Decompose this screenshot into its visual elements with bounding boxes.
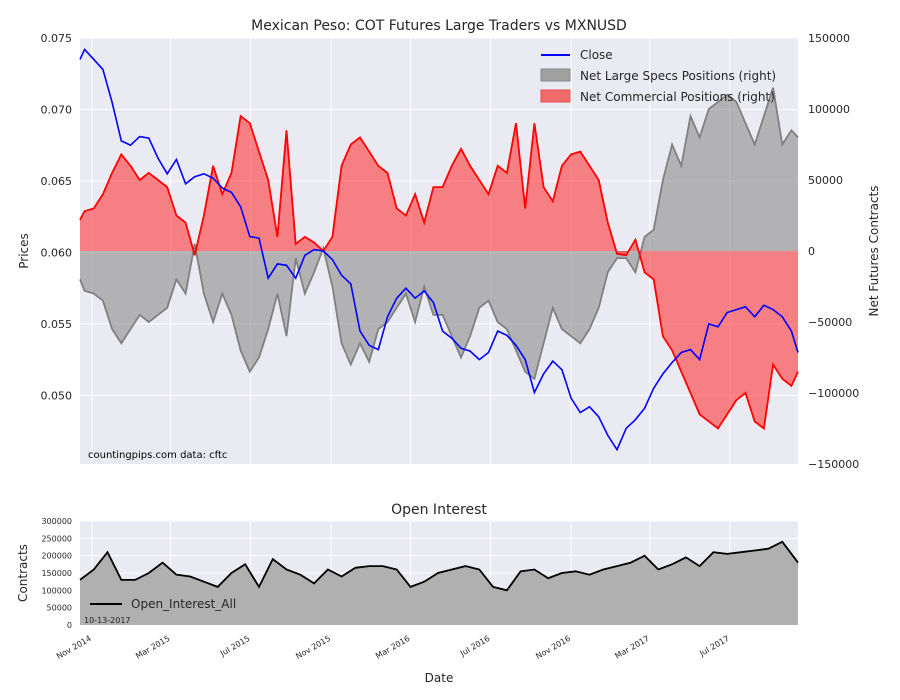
open-interest-area <box>80 541 798 625</box>
x-tick-label: Mar 2017 <box>613 634 650 661</box>
oi-y-tick-label: 0 <box>67 621 72 630</box>
main-y2-tick-label: 50000 <box>808 174 843 187</box>
oi-y-axis-label: Contracts <box>16 544 30 602</box>
net-large-specs-area <box>80 87 798 379</box>
legend-specs-label: Net Large Specs Positions (right) <box>580 69 776 83</box>
main-y2-ticks: −150000 −100000 −50000 0 50000 100000 150000 <box>808 32 859 471</box>
x-tick-label: Nov 2015 <box>294 634 332 661</box>
main-y-tick-label: 0.060 <box>41 246 73 259</box>
oi-area <box>79 540 799 625</box>
close-price-line <box>79 47 799 452</box>
legend-open-interest-label: Open_Interest_All <box>131 597 236 611</box>
legend-specs-swatch <box>540 68 571 82</box>
x-tick-label: Nov 2016 <box>534 634 572 661</box>
main-y2-axis-label: Net Futures Contracts <box>867 185 881 316</box>
source-credit: countingpips.com data: cftc <box>88 450 227 461</box>
x-axis-label: Date <box>425 671 454 685</box>
oi-y-tick-label: 100000 <box>41 586 72 595</box>
oi-y-tick-label: 300000 <box>41 517 72 526</box>
main-y-tick-label: 0.055 <box>41 318 73 331</box>
oi-x-ticks: Nov 2014 Mar 2015 Jul 2015 Nov 2015 Mar 2016… <box>55 634 731 661</box>
oi-y-tick-label: 150000 <box>41 569 72 578</box>
oi-date-annotation: 10-13-2017 <box>84 616 131 625</box>
legend-commercial-label: Net Commercial Positions (right) <box>580 90 775 104</box>
main-y-tick-label: 0.050 <box>41 389 73 402</box>
main-y-tick-label: 0.070 <box>41 103 73 116</box>
x-tick-label: Nov 2014 <box>55 634 93 661</box>
main-y2-tick-label: 150000 <box>808 32 850 45</box>
oi-y-tick-label: 50000 <box>47 604 72 613</box>
oi-legend: Open_Interest_All <box>90 597 236 611</box>
x-tick-label: Jul 2017 <box>697 634 731 659</box>
x-tick-label: Mar 2015 <box>134 634 171 661</box>
main-y2-tick-label: −50000 <box>808 316 852 329</box>
main-y-tick-label: 0.075 <box>41 32 73 45</box>
main-y2-tick-label: −150000 <box>808 458 859 471</box>
oi-y-tick-label: 200000 <box>41 552 72 561</box>
main-chart-title: Mexican Peso: COT Futures Large Traders … <box>251 18 627 34</box>
net-commercial-line <box>79 114 799 431</box>
oi-chart-title: Open Interest <box>391 502 487 518</box>
oi-y-tick-label: 250000 <box>41 534 72 543</box>
main-y-ticks: 0.050 0.055 0.060 0.065 0.070 0.075 <box>41 32 73 402</box>
main-y2-tick-label: −100000 <box>808 387 859 400</box>
x-tick-label: Mar 2016 <box>374 634 411 661</box>
main-y-tick-label: 0.065 <box>41 175 73 188</box>
legend-commercial-swatch <box>540 89 571 103</box>
main-y-axis-label: Prices <box>17 233 31 269</box>
main-legend: Close Net Large Specs Positions (right) … <box>540 48 776 104</box>
open-interest-line <box>79 540 799 592</box>
main-y2-tick-label: 0 <box>808 245 815 258</box>
main-y2-tick-label: 100000 <box>808 103 850 116</box>
main-lines <box>79 47 799 452</box>
net-commercial-area <box>80 116 798 429</box>
x-tick-label: Jul 2016 <box>458 634 492 659</box>
legend-close-label: Close <box>580 48 613 62</box>
x-tick-label: Jul 2015 <box>218 634 252 659</box>
oi-y-ticks: 0 50000 100000 150000 200000 250000 300000 <box>41 517 72 630</box>
